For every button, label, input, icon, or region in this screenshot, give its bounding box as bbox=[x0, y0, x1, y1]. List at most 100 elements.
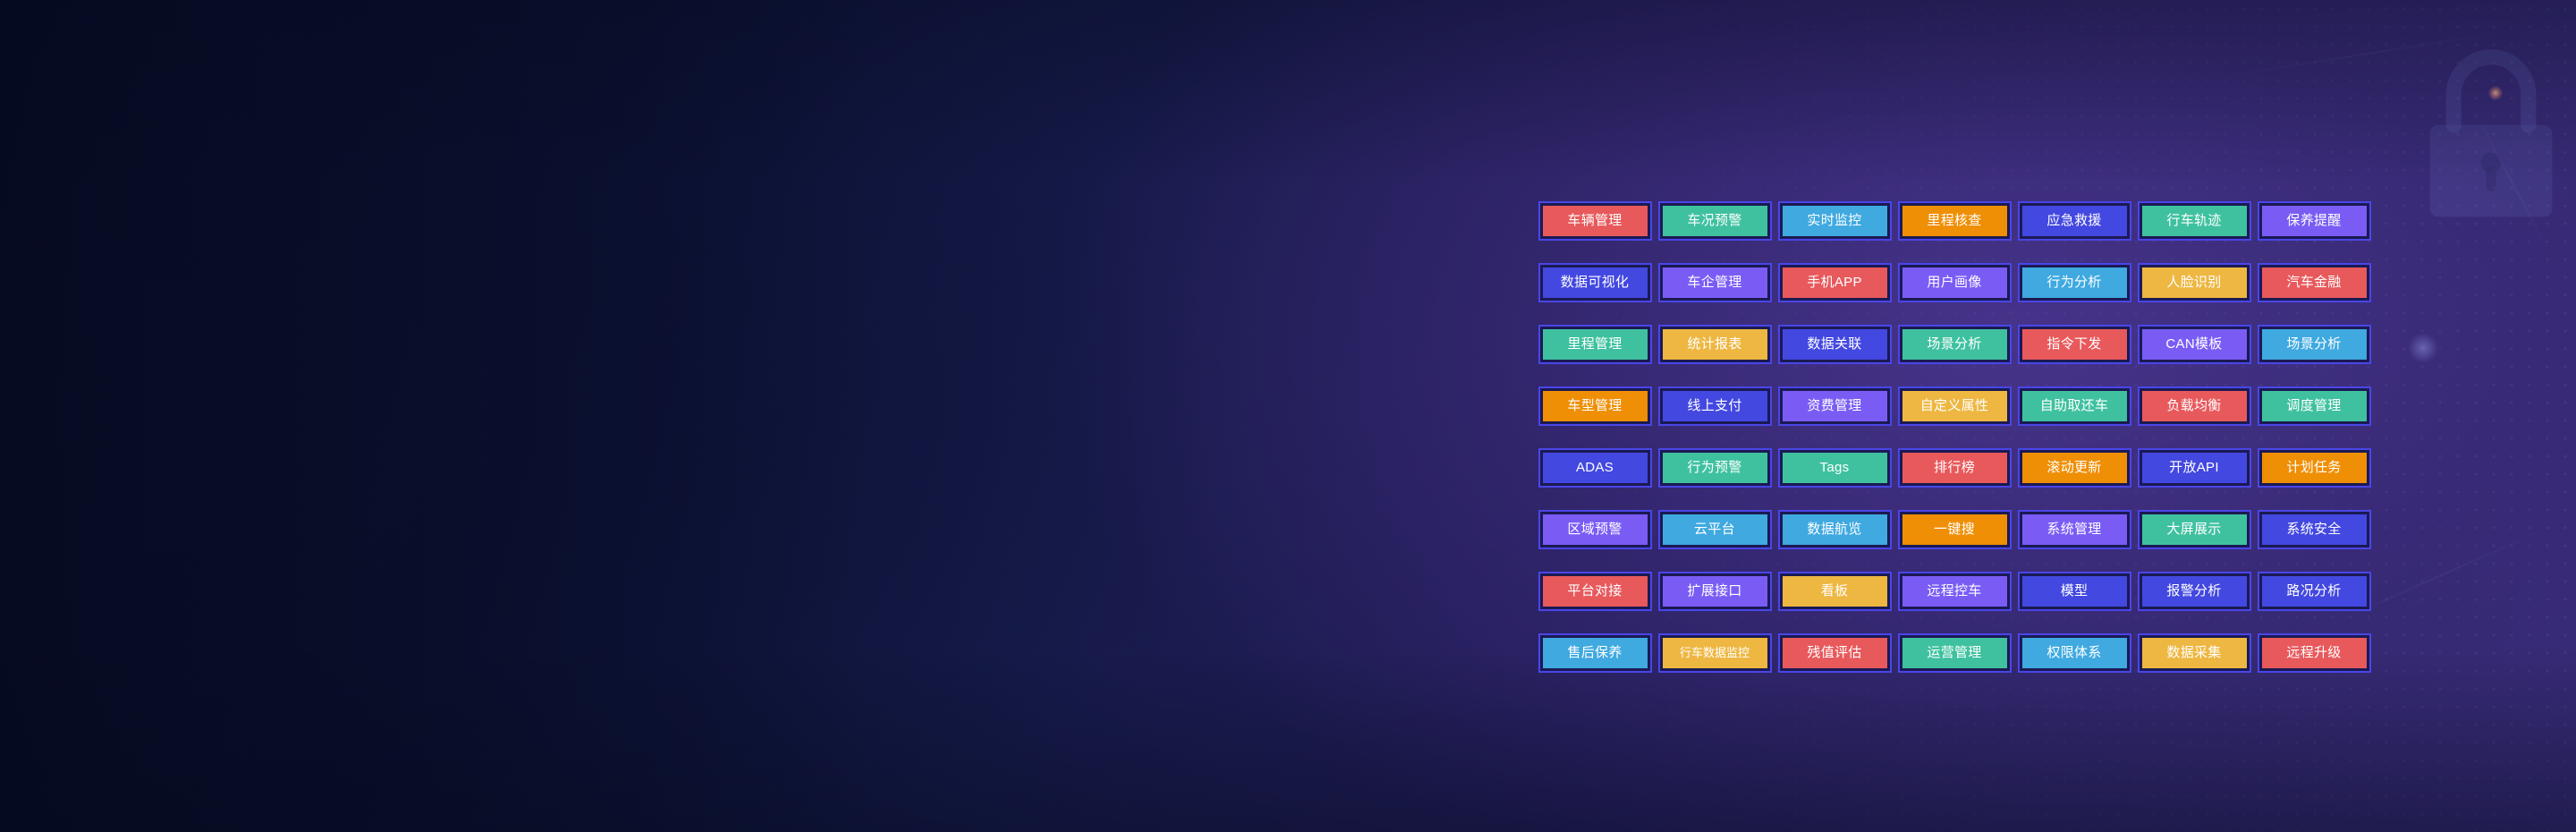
feature-tile[interactable]: 指令下发 bbox=[2017, 324, 2131, 364]
feature-tile[interactable]: 远程控车 bbox=[1897, 571, 2012, 611]
feature-tile[interactable]: 残值评估 bbox=[1777, 632, 1892, 673]
tile-cell: 残值评估 bbox=[1775, 622, 1894, 683]
feature-tile[interactable]: 车企管理 bbox=[1657, 262, 1772, 302]
feature-tile[interactable]: 统计报表 bbox=[1657, 324, 1772, 364]
tile-label: 数据航览 bbox=[1807, 522, 1862, 537]
feature-tile[interactable]: 数据可视化 bbox=[1538, 262, 1652, 302]
feature-tile[interactable]: 售后保养 bbox=[1538, 632, 1652, 673]
feature-tile[interactable]: 数据航览 bbox=[1777, 509, 1892, 549]
feature-tile[interactable]: 手机APP bbox=[1777, 262, 1892, 302]
tile-cell: 自助取还车 bbox=[2014, 375, 2134, 437]
feature-tile[interactable]: 自定义属性 bbox=[1897, 386, 2012, 426]
feature-tile[interactable]: 系统管理 bbox=[2017, 509, 2131, 549]
feature-tile[interactable]: 看板 bbox=[1777, 571, 1892, 611]
feature-tile[interactable]: 远程升级 bbox=[2257, 632, 2371, 673]
tile-label: 车型管理 bbox=[1567, 398, 1623, 413]
tile-label: 保养提醒 bbox=[2286, 213, 2342, 228]
feature-tile[interactable]: 行车数据监控 bbox=[1657, 632, 1772, 673]
tile-cell: 一键搜 bbox=[1894, 498, 2014, 560]
feature-tile[interactable]: 车辆管理 bbox=[1538, 200, 1652, 241]
tile-label: 自助取还车 bbox=[2039, 398, 2109, 413]
feature-tile[interactable]: 路况分析 bbox=[2257, 571, 2371, 611]
feature-tile[interactable]: ADAS bbox=[1538, 447, 1652, 488]
tile-label: 计划任务 bbox=[2286, 460, 2342, 475]
feature-tile[interactable]: 行为分析 bbox=[2017, 262, 2131, 302]
tile-cell: 远程控车 bbox=[1894, 560, 2014, 622]
feature-tile[interactable]: 应急救援 bbox=[2017, 200, 2131, 241]
feature-tile[interactable]: 区域预警 bbox=[1538, 509, 1652, 549]
feature-tile[interactable]: Tags bbox=[1777, 447, 1892, 488]
tile-cell: 售后保养 bbox=[1535, 622, 1655, 683]
tile-label: 人脸识别 bbox=[2166, 275, 2222, 290]
tile-fill: 计划任务 bbox=[2261, 452, 2367, 483]
tile-cell: 手机APP bbox=[1775, 251, 1894, 313]
feature-tile[interactable]: 数据采集 bbox=[2137, 632, 2251, 673]
feature-tile[interactable]: 保养提醒 bbox=[2257, 200, 2371, 241]
feature-tile[interactable]: 平台对接 bbox=[1538, 571, 1652, 611]
tile-fill: 里程管理 bbox=[1542, 328, 1648, 360]
tile-cell: 资费管理 bbox=[1775, 375, 1894, 437]
feature-tile[interactable]: 模型 bbox=[2017, 571, 2131, 611]
tile-fill: 负载均衡 bbox=[2141, 390, 2247, 421]
feature-tile[interactable]: 系统安全 bbox=[2257, 509, 2371, 549]
tile-cell: 车辆管理 bbox=[1535, 190, 1655, 251]
feature-tile[interactable]: 计划任务 bbox=[2257, 447, 2371, 488]
feature-tile[interactable]: 大屏展示 bbox=[2137, 509, 2251, 549]
feature-tile[interactable]: CAN模板 bbox=[2137, 324, 2251, 364]
feature-tile[interactable]: 负载均衡 bbox=[2137, 386, 2251, 426]
tile-fill: 手机APP bbox=[1782, 267, 1887, 298]
tile-label: 调度管理 bbox=[2286, 398, 2342, 413]
feature-tile[interactable]: 一键搜 bbox=[1897, 509, 2012, 549]
tile-fill: 数据航览 bbox=[1782, 514, 1887, 545]
tile-label: 大屏展示 bbox=[2166, 522, 2222, 537]
tile-fill: 线上支付 bbox=[1662, 390, 1767, 421]
feature-tile[interactable]: 车况预警 bbox=[1657, 200, 1772, 241]
feature-tile[interactable]: 里程核查 bbox=[1897, 200, 2012, 241]
tile-cell: 车型管理 bbox=[1535, 375, 1655, 437]
feature-tile[interactable]: 权限体系 bbox=[2017, 632, 2131, 673]
feature-tile[interactable]: 调度管理 bbox=[2257, 386, 2371, 426]
feature-tile[interactable]: 排行榜 bbox=[1897, 447, 2012, 488]
tile-fill: 应急救援 bbox=[2021, 205, 2127, 236]
feature-tile[interactable]: 行为预警 bbox=[1657, 447, 1772, 488]
feature-tile[interactable]: 云平台 bbox=[1657, 509, 1772, 549]
tile-cell: 行为分析 bbox=[2014, 251, 2134, 313]
tile-label: 运营管理 bbox=[1927, 645, 1982, 660]
feature-tile[interactable]: 用户画像 bbox=[1897, 262, 2012, 302]
tile-fill: 模型 bbox=[2021, 575, 2127, 607]
feature-tile[interactable]: 滚动更新 bbox=[2017, 447, 2131, 488]
tile-fill: 行车轨迹 bbox=[2141, 205, 2247, 236]
feature-tile[interactable]: 开放API bbox=[2137, 447, 2251, 488]
tile-label: 手机APP bbox=[1807, 275, 1862, 290]
tile-fill: 行为分析 bbox=[2021, 267, 2127, 298]
feature-tile[interactable]: 数据关联 bbox=[1777, 324, 1892, 364]
tile-fill: 行为预警 bbox=[1662, 452, 1767, 483]
feature-tile[interactable]: 自助取还车 bbox=[2017, 386, 2131, 426]
feature-tile[interactable]: 实时监控 bbox=[1777, 200, 1892, 241]
tile-cell: 保养提醒 bbox=[2254, 190, 2374, 251]
tile-fill: 车况预警 bbox=[1662, 205, 1767, 236]
feature-tile[interactable]: 里程管理 bbox=[1538, 324, 1652, 364]
feature-tile[interactable]: 人脸识别 bbox=[2137, 262, 2251, 302]
feature-tile[interactable]: 场景分析 bbox=[2257, 324, 2371, 364]
feature-tile[interactable]: 汽车金融 bbox=[2257, 262, 2371, 302]
feature-tile[interactable]: 报警分析 bbox=[2137, 571, 2251, 611]
tile-cell: 排行榜 bbox=[1894, 437, 2014, 498]
tile-cell: 数据关联 bbox=[1775, 313, 1894, 375]
tile-label: 权限体系 bbox=[2046, 645, 2102, 660]
tile-fill: 看板 bbox=[1782, 575, 1887, 607]
feature-tile[interactable]: 运营管理 bbox=[1897, 632, 2012, 673]
tile-label: 残值评估 bbox=[1807, 645, 1862, 660]
tile-cell: 运营管理 bbox=[1894, 622, 2014, 683]
feature-tile[interactable]: 线上支付 bbox=[1657, 386, 1772, 426]
tile-cell: 用户画像 bbox=[1894, 251, 2014, 313]
feature-tile[interactable]: 行车轨迹 bbox=[2137, 200, 2251, 241]
feature-tile[interactable]: 场景分析 bbox=[1897, 324, 2012, 364]
feature-tile[interactable]: 车型管理 bbox=[1538, 386, 1652, 426]
tile-fill: 场景分析 bbox=[2261, 328, 2367, 360]
tile-fill: 路况分析 bbox=[2261, 575, 2367, 607]
feature-tile[interactable]: 资费管理 bbox=[1777, 386, 1892, 426]
tile-label: 汽车金融 bbox=[2286, 275, 2342, 290]
tile-fill: 系统管理 bbox=[2021, 514, 2127, 545]
feature-tile[interactable]: 扩展接口 bbox=[1657, 571, 1772, 611]
